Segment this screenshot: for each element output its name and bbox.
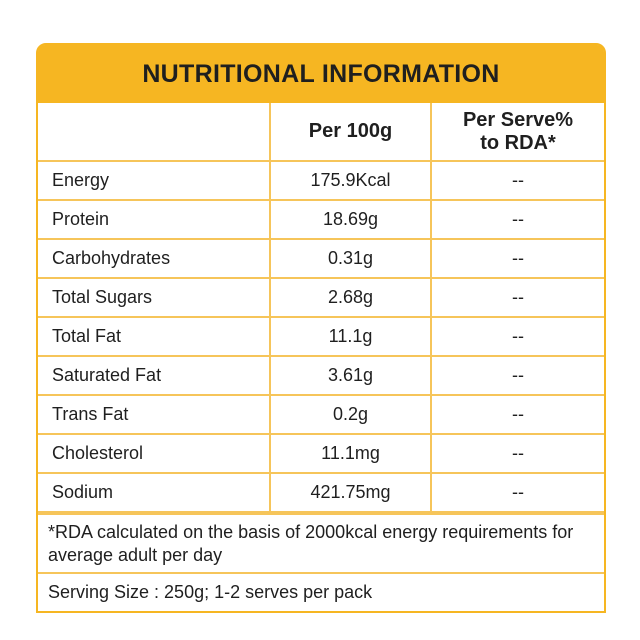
- rda-value: --: [430, 199, 604, 240]
- table-row: Energy 175.9Kcal --: [38, 161, 604, 201]
- nutrition-card: NUTRITIONAL INFORMATION Per 100g Per Ser…: [36, 43, 606, 613]
- rda-value: --: [430, 316, 604, 357]
- nutrient-name: Total Fat: [38, 316, 271, 357]
- header-rda: Per Serve% to RDA*: [430, 103, 604, 162]
- table-row: Saturated Fat 3.61g --: [38, 355, 604, 396]
- nutrition-title: NUTRITIONAL INFORMATION: [142, 59, 500, 88]
- table-row: Sodium 421.75mg --: [38, 472, 604, 513]
- nutrient-name: Saturated Fat: [38, 355, 271, 396]
- per-100g-value: 0.31g: [269, 238, 432, 279]
- nutrient-name: Carbohydrates: [38, 238, 271, 279]
- table-row: Cholesterol 11.1mg --: [38, 433, 604, 474]
- per-100g-value: 2.68g: [269, 277, 432, 318]
- per-100g-value: 421.75mg: [269, 472, 432, 513]
- rda-footnote: *RDA calculated on the basis of 2000kcal…: [38, 513, 604, 572]
- rda-value: --: [430, 433, 604, 474]
- header-per-100g: Per 100g: [269, 103, 432, 162]
- header-nutrient: [38, 103, 271, 162]
- table-row: Carbohydrates 0.31g --: [38, 238, 604, 279]
- nutrition-table: Per 100g Per Serve% to RDA* Energy 175.9…: [38, 103, 604, 513]
- title-bar: NUTRITIONAL INFORMATION: [38, 45, 604, 103]
- table-row: Total Sugars 2.68g --: [38, 277, 604, 318]
- rda-value: --: [430, 238, 604, 279]
- nutrient-name: Energy: [38, 161, 271, 201]
- nutrient-name: Total Sugars: [38, 277, 271, 318]
- per-100g-value: 3.61g: [269, 355, 432, 396]
- nutrient-name: Protein: [38, 199, 271, 240]
- rda-value: --: [430, 472, 604, 513]
- rda-value: --: [430, 355, 604, 396]
- rda-value: --: [430, 394, 604, 435]
- table-row: Protein 18.69g --: [38, 199, 604, 240]
- nutrient-name: Cholesterol: [38, 433, 271, 474]
- nutrient-name: Trans Fat: [38, 394, 271, 435]
- table-row: Total Fat 11.1g --: [38, 316, 604, 357]
- per-100g-value: 175.9Kcal: [269, 161, 432, 201]
- per-100g-value: 0.2g: [269, 394, 432, 435]
- rda-value: --: [430, 161, 604, 201]
- table-header-row: Per 100g Per Serve% to RDA*: [38, 103, 604, 162]
- table-row: Trans Fat 0.2g --: [38, 394, 604, 435]
- per-100g-value: 11.1mg: [269, 433, 432, 474]
- serving-size: Serving Size : 250g; 1-2 serves per pack: [38, 572, 604, 611]
- per-100g-value: 18.69g: [269, 199, 432, 240]
- nutrient-name: Sodium: [38, 472, 271, 513]
- rda-value: --: [430, 277, 604, 318]
- per-100g-value: 11.1g: [269, 316, 432, 357]
- header-rda-label: Per Serve% to RDA*: [462, 108, 574, 154]
